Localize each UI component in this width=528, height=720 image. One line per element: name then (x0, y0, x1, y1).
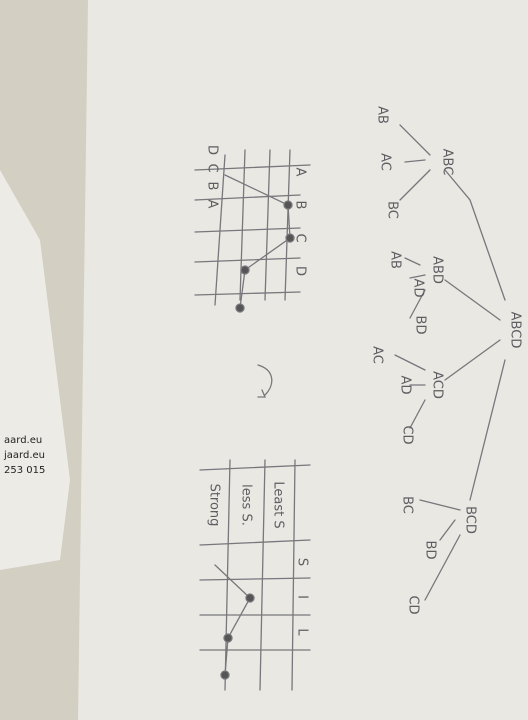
grid1-row-label: A (205, 200, 220, 209)
tree-leaf: BD (413, 316, 428, 335)
grid1-col-label: B (293, 201, 308, 210)
card-text: aard.eu jaard.eu 253 015 (3, 435, 45, 476)
grid2-lines (199, 364, 311, 691)
grid1-lines (194, 149, 311, 313)
grid2-col-label: L (295, 628, 310, 636)
paper (78, 0, 528, 720)
card-line: jaard.eu (3, 450, 45, 461)
grid1-col-label: C (293, 233, 308, 242)
tree-leaf: AC (370, 346, 385, 364)
grid1-row-label: D (205, 145, 220, 155)
grid2-col-label: S (295, 558, 310, 566)
tree-node: ABD (430, 256, 445, 284)
tree-leaf: BD (423, 541, 438, 560)
grid1-col-label: D (293, 266, 308, 276)
tree-node: ACD (430, 371, 445, 399)
card-line: aard.eu (4, 435, 42, 446)
tree-leaf: AD (411, 279, 426, 298)
root-node: ABCD (508, 312, 523, 349)
tree-leaf: AD (398, 376, 413, 395)
tree-leaf: CD (400, 425, 415, 444)
grid1-row-label: B (205, 182, 220, 191)
grid2-row-label: less S. (239, 484, 254, 526)
tree-lines (394, 124, 506, 601)
tree-leaf: AB (375, 106, 390, 124)
tree-node: BCD (463, 506, 478, 534)
grid1-col-label: A (293, 168, 308, 177)
grid2-row-label: Least S (271, 481, 286, 528)
grid2-row-label: Strong (207, 484, 222, 527)
tree-leaf: AB (388, 251, 403, 269)
card-line: 253 015 (4, 465, 45, 476)
tree-leaf: AC (378, 153, 393, 171)
tree-leaf: BC (400, 496, 415, 514)
grid2-col-label: I (295, 595, 310, 599)
tree-leaf: BC (385, 201, 400, 219)
tree-node: ABC (440, 149, 455, 176)
card (0, 170, 70, 570)
labels: ABCDABCABACBCABDABADBDACDACADCDBCDBCBDCD… (205, 106, 523, 636)
grid1-row-label: C (205, 163, 220, 172)
tree-leaf: CD (406, 595, 421, 614)
